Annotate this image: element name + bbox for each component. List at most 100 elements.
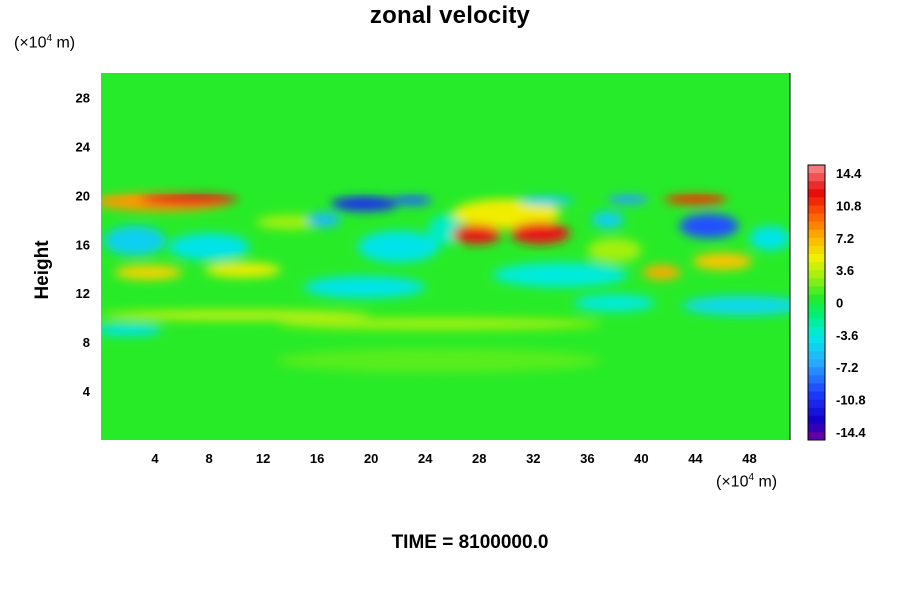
y-tick-label: 24 — [76, 139, 91, 154]
colorbar-band — [808, 407, 825, 417]
velocity-blob — [692, 252, 753, 270]
colorbar-band — [808, 197, 825, 206]
colorbar-band — [808, 383, 825, 392]
upper-layer-band — [101, 73, 790, 195]
x-tick-label: 28 — [472, 451, 486, 466]
colorbar-band — [808, 391, 825, 400]
y-axis-ticks: 4 8 12 16 20 24 28 — [76, 90, 91, 399]
velocity-blob — [391, 195, 432, 206]
velocity-blob — [276, 348, 601, 373]
colorbar-band — [808, 213, 825, 222]
velocity-blob — [664, 193, 727, 205]
velocity-blob — [101, 310, 372, 321]
colorbar-tick-label: 3.6 — [836, 263, 854, 278]
velocity-blob — [452, 199, 561, 229]
colorbar-band — [808, 221, 825, 231]
colorbar-band — [808, 270, 825, 279]
velocity-blob — [205, 262, 281, 278]
colorbar-tick-label: -10.8 — [836, 393, 866, 408]
colorbar-ticks: 14.4 10.8 7.2 3.6 0 -3.6 -7.2 -10.8 -14.4 — [836, 166, 866, 440]
velocity-blob — [591, 211, 624, 229]
colorbar-band — [808, 173, 825, 182]
velocity-blob — [101, 323, 162, 337]
colorbar-band — [808, 334, 825, 344]
colorbar-band — [808, 351, 825, 360]
colorbar-band — [808, 237, 825, 247]
chart-title: zonal velocity — [369, 2, 531, 29]
velocity-blob — [276, 317, 601, 330]
x-tick-label: 8 — [205, 451, 212, 466]
colorbar-band — [808, 181, 825, 190]
colorbar-band — [808, 318, 825, 328]
y-tick-label: 4 — [83, 384, 91, 399]
colorbar-band — [808, 189, 825, 198]
colorbar-band — [808, 165, 825, 174]
velocity-blob — [607, 194, 649, 204]
y-tick-label: 28 — [76, 90, 90, 105]
y-tick-label: 8 — [83, 335, 90, 350]
x-tick-label: 36 — [580, 451, 594, 466]
colorbar-band — [808, 294, 825, 303]
velocity-blob — [749, 225, 790, 251]
colorbar-band — [808, 415, 825, 425]
velocity-blob — [256, 214, 324, 230]
colorbar-tick-label: 7.2 — [836, 231, 854, 246]
colorbar-band — [808, 229, 825, 239]
colorbar-band — [808, 326, 825, 336]
y-unit-label: (×104 m) — [14, 33, 76, 52]
velocity-blob — [114, 265, 183, 280]
colorbar-tick-label: -3.6 — [836, 328, 858, 343]
colorbar — [807, 164, 826, 441]
colorbar-tick-label: 14.4 — [836, 166, 862, 181]
velocity-blob — [357, 230, 439, 263]
x-axis-ticks: 4 8 12 16 20 24 28 32 36 40 44 48 — [151, 451, 756, 466]
time-label: TIME = 8100000.0 — [391, 532, 549, 553]
velocity-blob — [307, 212, 341, 228]
colorbar-tick-label: -14.4 — [836, 425, 866, 440]
colorbar-band — [808, 205, 825, 214]
velocity-blob — [510, 222, 570, 245]
x-tick-label: 4 — [151, 451, 159, 466]
x-tick-label: 48 — [742, 451, 756, 466]
colorbar-band — [808, 367, 825, 376]
x-tick-label: 24 — [418, 451, 433, 466]
colorbar-band — [808, 359, 825, 368]
velocity-blobs — [101, 191, 790, 373]
y-tick-label: 16 — [76, 237, 90, 252]
colorbar-frame — [807, 164, 826, 441]
colorbar-tick-label: 10.8 — [836, 198, 861, 213]
x-tick-label: 16 — [310, 451, 324, 466]
velocity-field — [101, 73, 790, 373]
colorbar-band — [808, 302, 825, 311]
x-unit-label: (×104 m) — [716, 472, 778, 491]
velocity-blob — [330, 196, 399, 212]
colorbar-band — [808, 262, 825, 271]
velocity-blob — [642, 265, 681, 280]
colorbar-band — [808, 431, 825, 441]
y-tick-label: 20 — [76, 188, 90, 203]
colorbar-tick-label: 0 — [836, 296, 843, 311]
colorbar-band — [808, 286, 825, 295]
x-tick-label: 32 — [526, 451, 540, 466]
velocity-blob — [492, 262, 628, 288]
velocity-blob — [103, 225, 166, 256]
y-tick-label: 12 — [76, 286, 90, 301]
velocity-blob — [573, 294, 655, 312]
x-tick-label: 20 — [364, 451, 378, 466]
x-tick-label: 40 — [634, 451, 648, 466]
x-tick-label: 12 — [256, 451, 270, 466]
colorbar-band — [808, 245, 825, 255]
velocity-blob — [303, 276, 426, 299]
velocity-blob — [452, 224, 501, 245]
colorbar-band — [808, 310, 825, 319]
velocity-blob — [140, 192, 238, 206]
colorbar-band — [808, 423, 825, 433]
velocity-blob — [519, 195, 574, 206]
colorbar-band — [808, 375, 825, 384]
velocity-blob — [679, 213, 739, 239]
velocity-blob — [587, 238, 642, 263]
colorbar-tick-label: -7.2 — [836, 360, 858, 375]
velocity-blob — [168, 233, 250, 261]
colorbar-band — [808, 253, 825, 263]
